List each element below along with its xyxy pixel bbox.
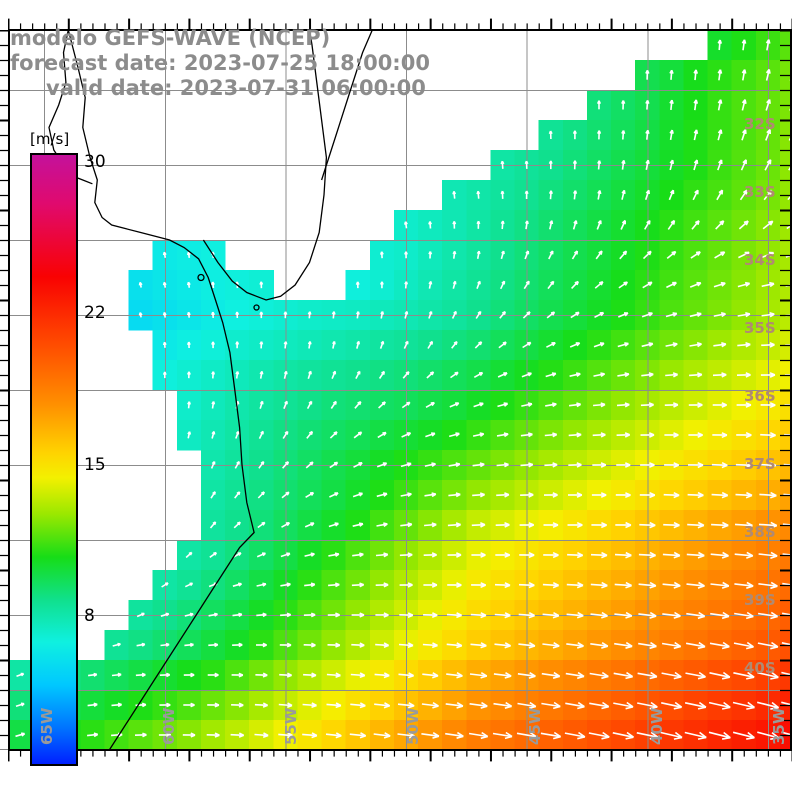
colorbar-unit-label: [m/s] <box>30 130 70 148</box>
colorbar-tick-15: 15 <box>84 455 106 475</box>
lon-label-35W: 35W <box>770 707 788 745</box>
lon-label-65W: 65W <box>38 707 56 745</box>
lon-label-60W: 60W <box>160 707 178 745</box>
lat-label-36S: 36S <box>744 387 776 405</box>
lon-label-55W: 55W <box>282 707 300 745</box>
left-axis-ticks <box>0 30 9 750</box>
lat-label-40S: 40S <box>744 659 776 677</box>
colorbar-gradient <box>30 153 78 766</box>
lat-label-34S: 34S <box>744 251 776 269</box>
colorbar-tick-30: 30 <box>84 152 106 172</box>
lat-label-37S: 37S <box>744 455 776 473</box>
lon-label-45W: 45W <box>526 707 544 745</box>
top-axis-ticks <box>8 18 792 30</box>
lat-label-38S: 38S <box>744 523 776 541</box>
lon-label-50W: 50W <box>404 707 422 745</box>
map-plot-area[interactable] <box>8 30 792 750</box>
map-gridlines <box>8 30 792 750</box>
lat-label-39S: 39S <box>744 591 776 609</box>
lat-label-33S: 33S <box>744 183 776 201</box>
right-axis-ticks <box>780 30 792 750</box>
colorbar-tick-22: 22 <box>84 303 106 323</box>
wind-vectors <box>15 39 792 740</box>
lat-label-35S: 35S <box>744 319 776 337</box>
frame-top <box>8 29 792 31</box>
frame-left <box>8 29 10 751</box>
colorbar[interactable] <box>30 153 78 766</box>
lat-label-32S: 32S <box>744 115 776 133</box>
colorbar-tick-8: 8 <box>84 606 95 626</box>
bottom-axis-ticks <box>8 750 792 762</box>
map-canvas <box>8 30 792 750</box>
lon-label-40W: 40W <box>648 707 666 745</box>
frame-bottom <box>8 749 792 751</box>
